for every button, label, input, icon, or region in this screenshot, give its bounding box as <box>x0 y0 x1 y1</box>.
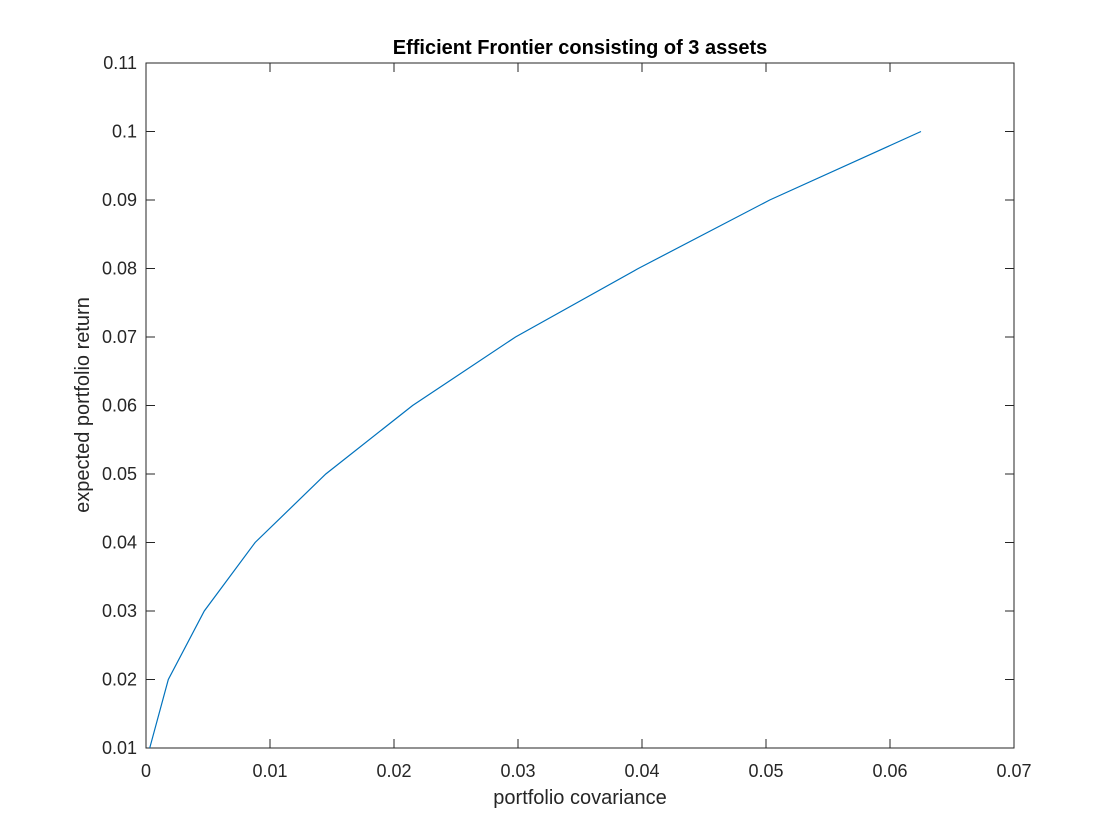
y-tick-label: 0.08 <box>102 259 137 279</box>
plot-area <box>145 62 1015 749</box>
y-tick-label: 0.02 <box>102 670 137 690</box>
axis-ticks: 0 0.01 0.02 0.03 0.04 0.05 0.06 0.070.010.020.0… <box>102 53 1032 781</box>
x-axis-label: portfolio covariance <box>493 787 666 809</box>
y-tick-label: 0.06 <box>102 396 137 416</box>
y-axis-label: expected portfolio return <box>72 297 94 513</box>
y-tick-label: 0.09 <box>102 190 137 210</box>
x-tick-label: 0.05 <box>748 761 783 781</box>
x-tick-label: 0.06 <box>872 761 907 781</box>
y-tick-label: 0.11 <box>103 53 137 73</box>
y-tick-label: 0.04 <box>102 533 137 553</box>
y-tick-label: 0.01 <box>102 738 137 758</box>
y-tick-label: 0.07 <box>102 327 137 347</box>
y-tick-label: 0.05 <box>102 464 137 484</box>
x-tick-label: 0.07 <box>996 761 1031 781</box>
series-layer <box>149 130 922 749</box>
y-tick-label: 0.1 <box>112 122 137 142</box>
x-tick-label: 0.04 <box>624 761 659 781</box>
x-tick-label: 0 <box>141 761 151 781</box>
x-tick-label: 0.01 <box>252 761 287 781</box>
x-tick-label: 0.02 <box>376 761 411 781</box>
x-tick-label: 0.03 <box>500 761 535 781</box>
chart-title: Efficient Frontier consisting of 3 asset… <box>393 37 768 59</box>
y-tick-label: 0.03 <box>102 601 137 621</box>
frontier-line <box>149 130 922 749</box>
